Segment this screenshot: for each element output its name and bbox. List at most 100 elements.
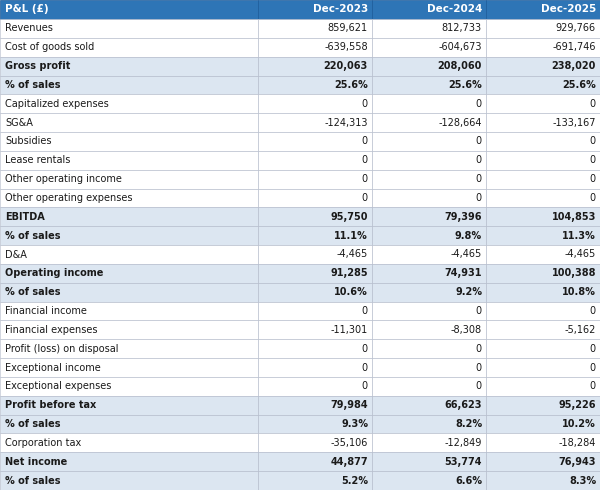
Bar <box>486 0 600 19</box>
Bar <box>0 226 258 245</box>
Text: 8.2%: 8.2% <box>455 419 482 429</box>
Text: 0: 0 <box>476 136 482 147</box>
Bar <box>0 75 258 95</box>
Text: 74,931: 74,931 <box>445 269 482 278</box>
Bar <box>372 75 486 95</box>
Text: 44,877: 44,877 <box>331 457 368 467</box>
Bar <box>258 471 372 490</box>
Bar <box>372 452 486 471</box>
Bar <box>0 19 258 38</box>
Text: 0: 0 <box>362 99 368 109</box>
Text: Operating income: Operating income <box>5 269 103 278</box>
Bar <box>0 452 258 471</box>
Bar <box>0 358 258 377</box>
Bar <box>258 75 372 95</box>
Bar <box>0 471 258 490</box>
Text: 0: 0 <box>362 363 368 372</box>
Text: -18,284: -18,284 <box>559 438 596 448</box>
Text: 9.3%: 9.3% <box>341 419 368 429</box>
Text: 79,396: 79,396 <box>445 212 482 222</box>
Bar <box>0 95 258 113</box>
Bar <box>372 113 486 132</box>
Text: 0: 0 <box>476 343 482 354</box>
Bar <box>372 95 486 113</box>
Bar <box>372 339 486 358</box>
Text: 0: 0 <box>590 343 596 354</box>
Text: Profit (loss) on disposal: Profit (loss) on disposal <box>5 343 119 354</box>
Bar <box>372 283 486 302</box>
Bar <box>372 434 486 452</box>
Bar <box>372 38 486 57</box>
Text: 11.1%: 11.1% <box>334 231 368 241</box>
Bar <box>0 189 258 207</box>
Text: 0: 0 <box>476 381 482 392</box>
Text: 5.2%: 5.2% <box>341 476 368 486</box>
Text: Cost of goods sold: Cost of goods sold <box>5 42 94 52</box>
Bar <box>258 452 372 471</box>
Bar <box>372 264 486 283</box>
Bar <box>486 38 600 57</box>
Text: 53,774: 53,774 <box>445 457 482 467</box>
Text: % of sales: % of sales <box>5 419 61 429</box>
Bar <box>486 302 600 320</box>
Bar <box>486 434 600 452</box>
Text: 76,943: 76,943 <box>559 457 596 467</box>
Bar <box>372 358 486 377</box>
Bar <box>372 471 486 490</box>
Bar <box>0 170 258 189</box>
Text: % of sales: % of sales <box>5 287 61 297</box>
Bar <box>258 207 372 226</box>
Bar <box>486 189 600 207</box>
Text: -35,106: -35,106 <box>331 438 368 448</box>
Text: 95,226: 95,226 <box>559 400 596 410</box>
Bar <box>486 245 600 264</box>
Text: 10.8%: 10.8% <box>562 287 596 297</box>
Bar <box>0 377 258 396</box>
Text: 0: 0 <box>362 381 368 392</box>
Bar <box>0 132 258 151</box>
Text: 238,020: 238,020 <box>551 61 596 71</box>
Text: 220,063: 220,063 <box>324 61 368 71</box>
Bar <box>486 207 600 226</box>
Bar <box>486 226 600 245</box>
Bar <box>258 283 372 302</box>
Bar <box>0 396 258 415</box>
Bar <box>258 132 372 151</box>
Text: 812,733: 812,733 <box>442 24 482 33</box>
Bar <box>372 132 486 151</box>
Bar <box>486 320 600 339</box>
Text: 11.3%: 11.3% <box>562 231 596 241</box>
Bar <box>486 471 600 490</box>
Text: 0: 0 <box>362 343 368 354</box>
Text: 10.6%: 10.6% <box>334 287 368 297</box>
Bar <box>0 38 258 57</box>
Text: 91,285: 91,285 <box>331 269 368 278</box>
Bar <box>0 264 258 283</box>
Bar <box>486 415 600 434</box>
Bar <box>0 207 258 226</box>
Bar <box>0 283 258 302</box>
Bar <box>372 189 486 207</box>
Bar <box>0 320 258 339</box>
Text: D&A: D&A <box>5 249 27 260</box>
Text: Financial expenses: Financial expenses <box>5 325 97 335</box>
Text: 25.6%: 25.6% <box>448 80 482 90</box>
Text: 25.6%: 25.6% <box>562 80 596 90</box>
Text: Other operating expenses: Other operating expenses <box>5 193 133 203</box>
Bar <box>486 19 600 38</box>
Bar <box>0 339 258 358</box>
Text: 0: 0 <box>362 174 368 184</box>
Bar <box>258 151 372 170</box>
Bar <box>258 38 372 57</box>
Text: -691,746: -691,746 <box>553 42 596 52</box>
Bar <box>372 19 486 38</box>
Bar <box>258 302 372 320</box>
Text: 929,766: 929,766 <box>556 24 596 33</box>
Bar <box>0 415 258 434</box>
Bar <box>258 396 372 415</box>
Bar <box>0 245 258 264</box>
Text: SG&A: SG&A <box>5 118 33 127</box>
Text: EBITDA: EBITDA <box>5 212 45 222</box>
Bar <box>258 19 372 38</box>
Bar <box>486 396 600 415</box>
